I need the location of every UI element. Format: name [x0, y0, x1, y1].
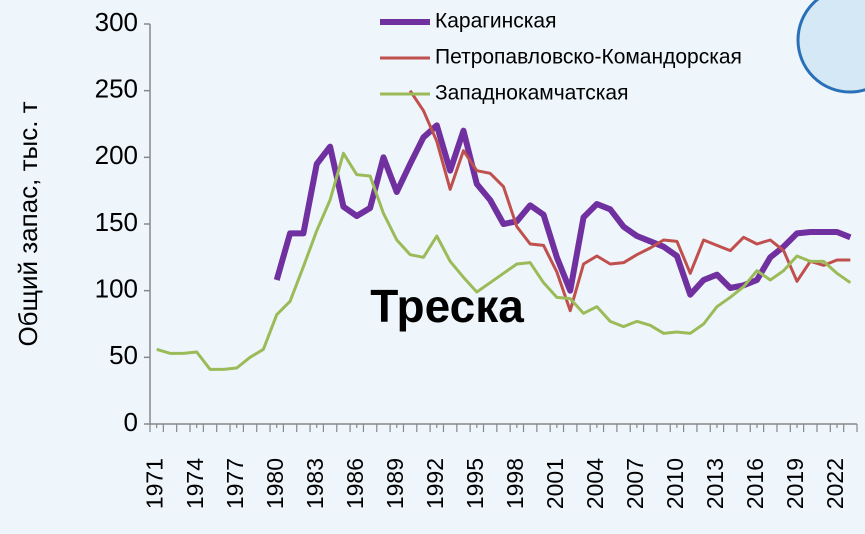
x-tick-label: 1974 [182, 458, 208, 509]
annotation: Треска [370, 280, 524, 332]
y-tick-label: 200 [95, 140, 138, 170]
y-tick-label: 50 [109, 340, 138, 370]
x-tick-label: 2013 [702, 458, 728, 509]
legend-label: Карагинская [435, 10, 556, 33]
y-tick-label: 300 [95, 7, 138, 37]
x-tick-label: 2019 [782, 458, 808, 509]
x-tick-label: 1977 [222, 458, 248, 509]
y-tick-label: 100 [95, 274, 138, 304]
x-tick-label: 1980 [262, 458, 288, 509]
series-line [273, 122, 852, 298]
x-tick-label: 1986 [342, 458, 368, 509]
x-tick-label: 1998 [502, 458, 528, 509]
series-line [156, 151, 852, 371]
x-tick-label: 1983 [302, 458, 328, 509]
y-tick-label: 150 [95, 207, 138, 237]
x-tick-label: 2016 [742, 458, 768, 509]
x-tick-label: 1995 [462, 458, 488, 509]
x-tick-label: 2022 [822, 458, 848, 509]
x-tick-label: 1971 [142, 458, 168, 509]
x-tick-label: 2010 [662, 458, 688, 509]
logo [796, 0, 865, 94]
x-tick-label: 2001 [542, 458, 568, 509]
legend-label: Западнокамчатская [435, 82, 628, 105]
x-tick-label: 1989 [382, 458, 408, 509]
series-line [408, 89, 851, 313]
y-axis-label: Общий запас, тыс. т [13, 101, 43, 346]
x-tick-label: 2004 [582, 458, 608, 509]
x-tick-label: 1992 [422, 458, 448, 509]
y-tick-label: 250 [95, 74, 138, 104]
legend-label: Петропавловско-Командорская [435, 46, 742, 69]
y-tick-label: 0 [124, 407, 138, 437]
x-tick-label: 2007 [622, 458, 648, 509]
